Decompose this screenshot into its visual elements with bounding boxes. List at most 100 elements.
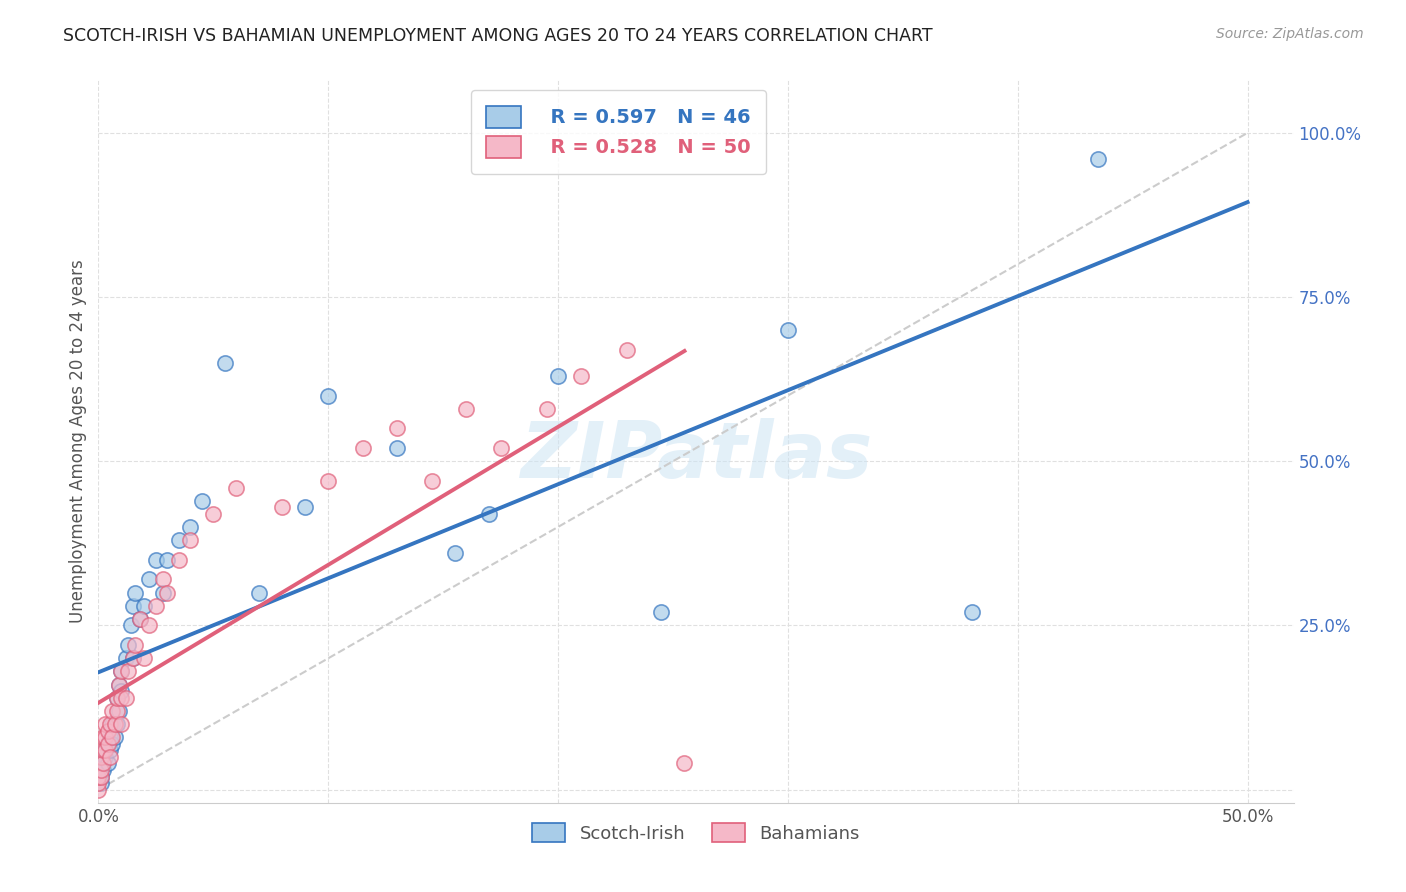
Point bbox=[98, 749, 121, 764]
Point bbox=[94, 743, 117, 757]
Point bbox=[616, 343, 638, 357]
Point bbox=[97, 737, 120, 751]
Point bbox=[87, 770, 110, 784]
Point bbox=[271, 500, 294, 515]
Point bbox=[152, 573, 174, 587]
Point bbox=[960, 605, 983, 619]
Point bbox=[115, 651, 138, 665]
Point bbox=[650, 605, 672, 619]
Point bbox=[179, 533, 201, 547]
Point bbox=[294, 500, 316, 515]
Point bbox=[94, 743, 117, 757]
Point bbox=[128, 612, 150, 626]
Point bbox=[179, 520, 201, 534]
Point bbox=[110, 717, 132, 731]
Point bbox=[124, 585, 146, 599]
Point bbox=[103, 730, 125, 744]
Point bbox=[152, 585, 174, 599]
Point bbox=[97, 723, 120, 738]
Point bbox=[97, 737, 120, 751]
Point bbox=[202, 507, 225, 521]
Point bbox=[105, 690, 128, 705]
Point bbox=[101, 730, 124, 744]
Y-axis label: Unemployment Among Ages 20 to 24 years: Unemployment Among Ages 20 to 24 years bbox=[69, 260, 87, 624]
Point bbox=[94, 749, 117, 764]
Point bbox=[134, 599, 156, 613]
Point bbox=[91, 756, 114, 771]
Point bbox=[110, 684, 132, 698]
Point bbox=[138, 618, 160, 632]
Point bbox=[316, 474, 339, 488]
Point bbox=[98, 730, 121, 744]
Point bbox=[128, 612, 150, 626]
Point bbox=[673, 756, 696, 771]
Point bbox=[90, 756, 112, 771]
Point bbox=[108, 704, 131, 718]
Point bbox=[101, 704, 124, 718]
Point bbox=[105, 717, 128, 731]
Point bbox=[156, 585, 179, 599]
Point bbox=[105, 690, 128, 705]
Point bbox=[385, 421, 409, 435]
Point bbox=[94, 730, 117, 744]
Text: Source: ZipAtlas.com: Source: ZipAtlas.com bbox=[1216, 27, 1364, 41]
Point bbox=[122, 599, 145, 613]
Point bbox=[108, 677, 131, 691]
Point bbox=[91, 763, 114, 777]
Point bbox=[1087, 152, 1109, 166]
Point bbox=[214, 356, 236, 370]
Point bbox=[167, 553, 190, 567]
Point bbox=[101, 737, 124, 751]
Point bbox=[122, 651, 145, 665]
Point bbox=[134, 651, 156, 665]
Point bbox=[117, 665, 139, 679]
Point bbox=[536, 401, 558, 416]
Point bbox=[547, 368, 569, 383]
Point bbox=[101, 717, 124, 731]
Point bbox=[87, 782, 110, 797]
Point bbox=[569, 368, 592, 383]
Point bbox=[456, 401, 478, 416]
Point bbox=[98, 743, 121, 757]
Point bbox=[115, 690, 138, 705]
Point bbox=[90, 749, 112, 764]
Point bbox=[156, 553, 179, 567]
Point bbox=[90, 763, 112, 777]
Point bbox=[90, 776, 112, 790]
Point bbox=[90, 770, 112, 784]
Text: SCOTCH-IRISH VS BAHAMIAN UNEMPLOYMENT AMONG AGES 20 TO 24 YEARS CORRELATION CHAR: SCOTCH-IRISH VS BAHAMIAN UNEMPLOYMENT AM… bbox=[63, 27, 934, 45]
Point bbox=[110, 665, 132, 679]
Point bbox=[91, 730, 114, 744]
Point bbox=[478, 507, 501, 521]
Point bbox=[138, 573, 160, 587]
Point bbox=[420, 474, 443, 488]
Point bbox=[120, 618, 142, 632]
Point bbox=[191, 493, 214, 508]
Point bbox=[117, 638, 139, 652]
Point bbox=[87, 776, 110, 790]
Point bbox=[225, 481, 247, 495]
Point bbox=[97, 756, 120, 771]
Point bbox=[98, 717, 121, 731]
Point bbox=[103, 717, 125, 731]
Legend: Scotch-Irish, Bahamians: Scotch-Irish, Bahamians bbox=[523, 814, 869, 852]
Point bbox=[110, 665, 132, 679]
Point bbox=[110, 690, 132, 705]
Point bbox=[122, 651, 145, 665]
Point bbox=[105, 704, 128, 718]
Point bbox=[352, 441, 374, 455]
Point bbox=[90, 770, 112, 784]
Point bbox=[385, 441, 409, 455]
Point bbox=[91, 743, 114, 757]
Point bbox=[108, 677, 131, 691]
Point bbox=[94, 717, 117, 731]
Point bbox=[145, 553, 167, 567]
Point bbox=[124, 638, 146, 652]
Point bbox=[443, 546, 465, 560]
Point bbox=[776, 323, 799, 337]
Point bbox=[145, 599, 167, 613]
Text: ZIPatlas: ZIPatlas bbox=[520, 418, 872, 494]
Point bbox=[167, 533, 190, 547]
Point bbox=[316, 388, 339, 402]
Point bbox=[489, 441, 512, 455]
